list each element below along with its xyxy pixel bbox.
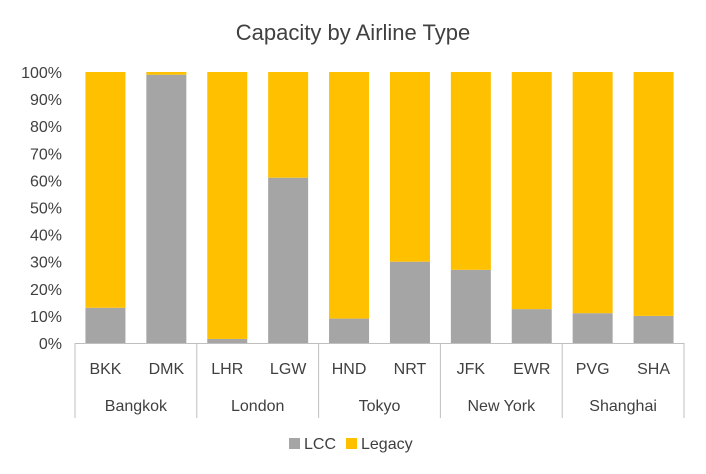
y-tick-label: 60% — [30, 173, 62, 190]
bar-lcc-bkk — [85, 307, 126, 343]
group-label: New York — [468, 398, 537, 415]
legend-label-legacy: Legacy — [361, 436, 413, 453]
legend-swatch-lcc — [289, 438, 300, 449]
x-tick-label: SHA — [637, 361, 670, 378]
y-tick-label: 100% — [21, 65, 62, 82]
chart-title: Capacity by Airline Type — [236, 20, 470, 45]
bar-lcc-nrt — [389, 261, 430, 343]
group-label: London — [231, 398, 284, 415]
y-tick-label: 30% — [30, 255, 62, 272]
y-tick-label: 50% — [30, 201, 62, 218]
legend: LCC Legacy — [289, 436, 413, 453]
bar-lcc-lgw — [268, 177, 309, 343]
bar-legacy-lgw — [268, 72, 309, 178]
x-tick-label: NRT — [394, 361, 427, 378]
bar-lcc-hnd — [329, 318, 370, 343]
bar-legacy-sha — [633, 72, 674, 316]
group-label: Shanghai — [589, 398, 657, 415]
x-tick-label: DMK — [149, 361, 185, 378]
bar-legacy-hnd — [329, 72, 370, 319]
bars — [85, 72, 674, 344]
y-tick-label: 20% — [30, 282, 62, 299]
bar-legacy-jfk — [450, 72, 491, 270]
y-tick-label: 90% — [30, 92, 62, 109]
y-axis: 0% 10% 20% 30% 40% 50% 60% 70% 80% 90% 100% — [21, 65, 62, 353]
x-axis: BKK DMK LHR LGW HND NRT JFK EWR PVG SHA Bangkok Lon… — [74, 343, 685, 418]
bar-lcc-lhr — [207, 338, 248, 343]
group-label: Bangkok — [105, 398, 168, 415]
x-tick-label: LGW — [270, 361, 307, 378]
x-tick-label: PVG — [576, 361, 610, 378]
bar-lcc-dmk — [146, 74, 187, 344]
x-tick-label: EWR — [513, 361, 550, 378]
bar-legacy-lhr — [207, 72, 248, 339]
bar-legacy-bkk — [85, 72, 126, 308]
bar-legacy-ewr — [511, 72, 552, 310]
y-tick-label: 10% — [30, 309, 62, 326]
legend-label-lcc: LCC — [304, 436, 336, 453]
bar-lcc-jfk — [450, 269, 491, 343]
bar-lcc-sha — [633, 315, 674, 343]
y-tick-label: 0% — [39, 336, 62, 353]
legend-swatch-legacy — [346, 438, 357, 449]
bar-lcc-ewr — [511, 309, 552, 343]
y-tick-label: 70% — [30, 146, 62, 163]
bar-legacy-pvg — [572, 72, 613, 314]
x-tick-label: LHR — [211, 361, 243, 378]
group-label: Tokyo — [359, 398, 401, 415]
x-tick-label: JFK — [457, 361, 486, 378]
y-tick-label: 80% — [30, 119, 62, 136]
bar-legacy-dmk — [146, 72, 187, 75]
bar-lcc-pvg — [572, 313, 613, 343]
bar-legacy-nrt — [389, 72, 430, 262]
x-tick-label: BKK — [89, 361, 121, 378]
y-tick-label: 40% — [30, 228, 62, 245]
x-tick-label: HND — [332, 361, 367, 378]
